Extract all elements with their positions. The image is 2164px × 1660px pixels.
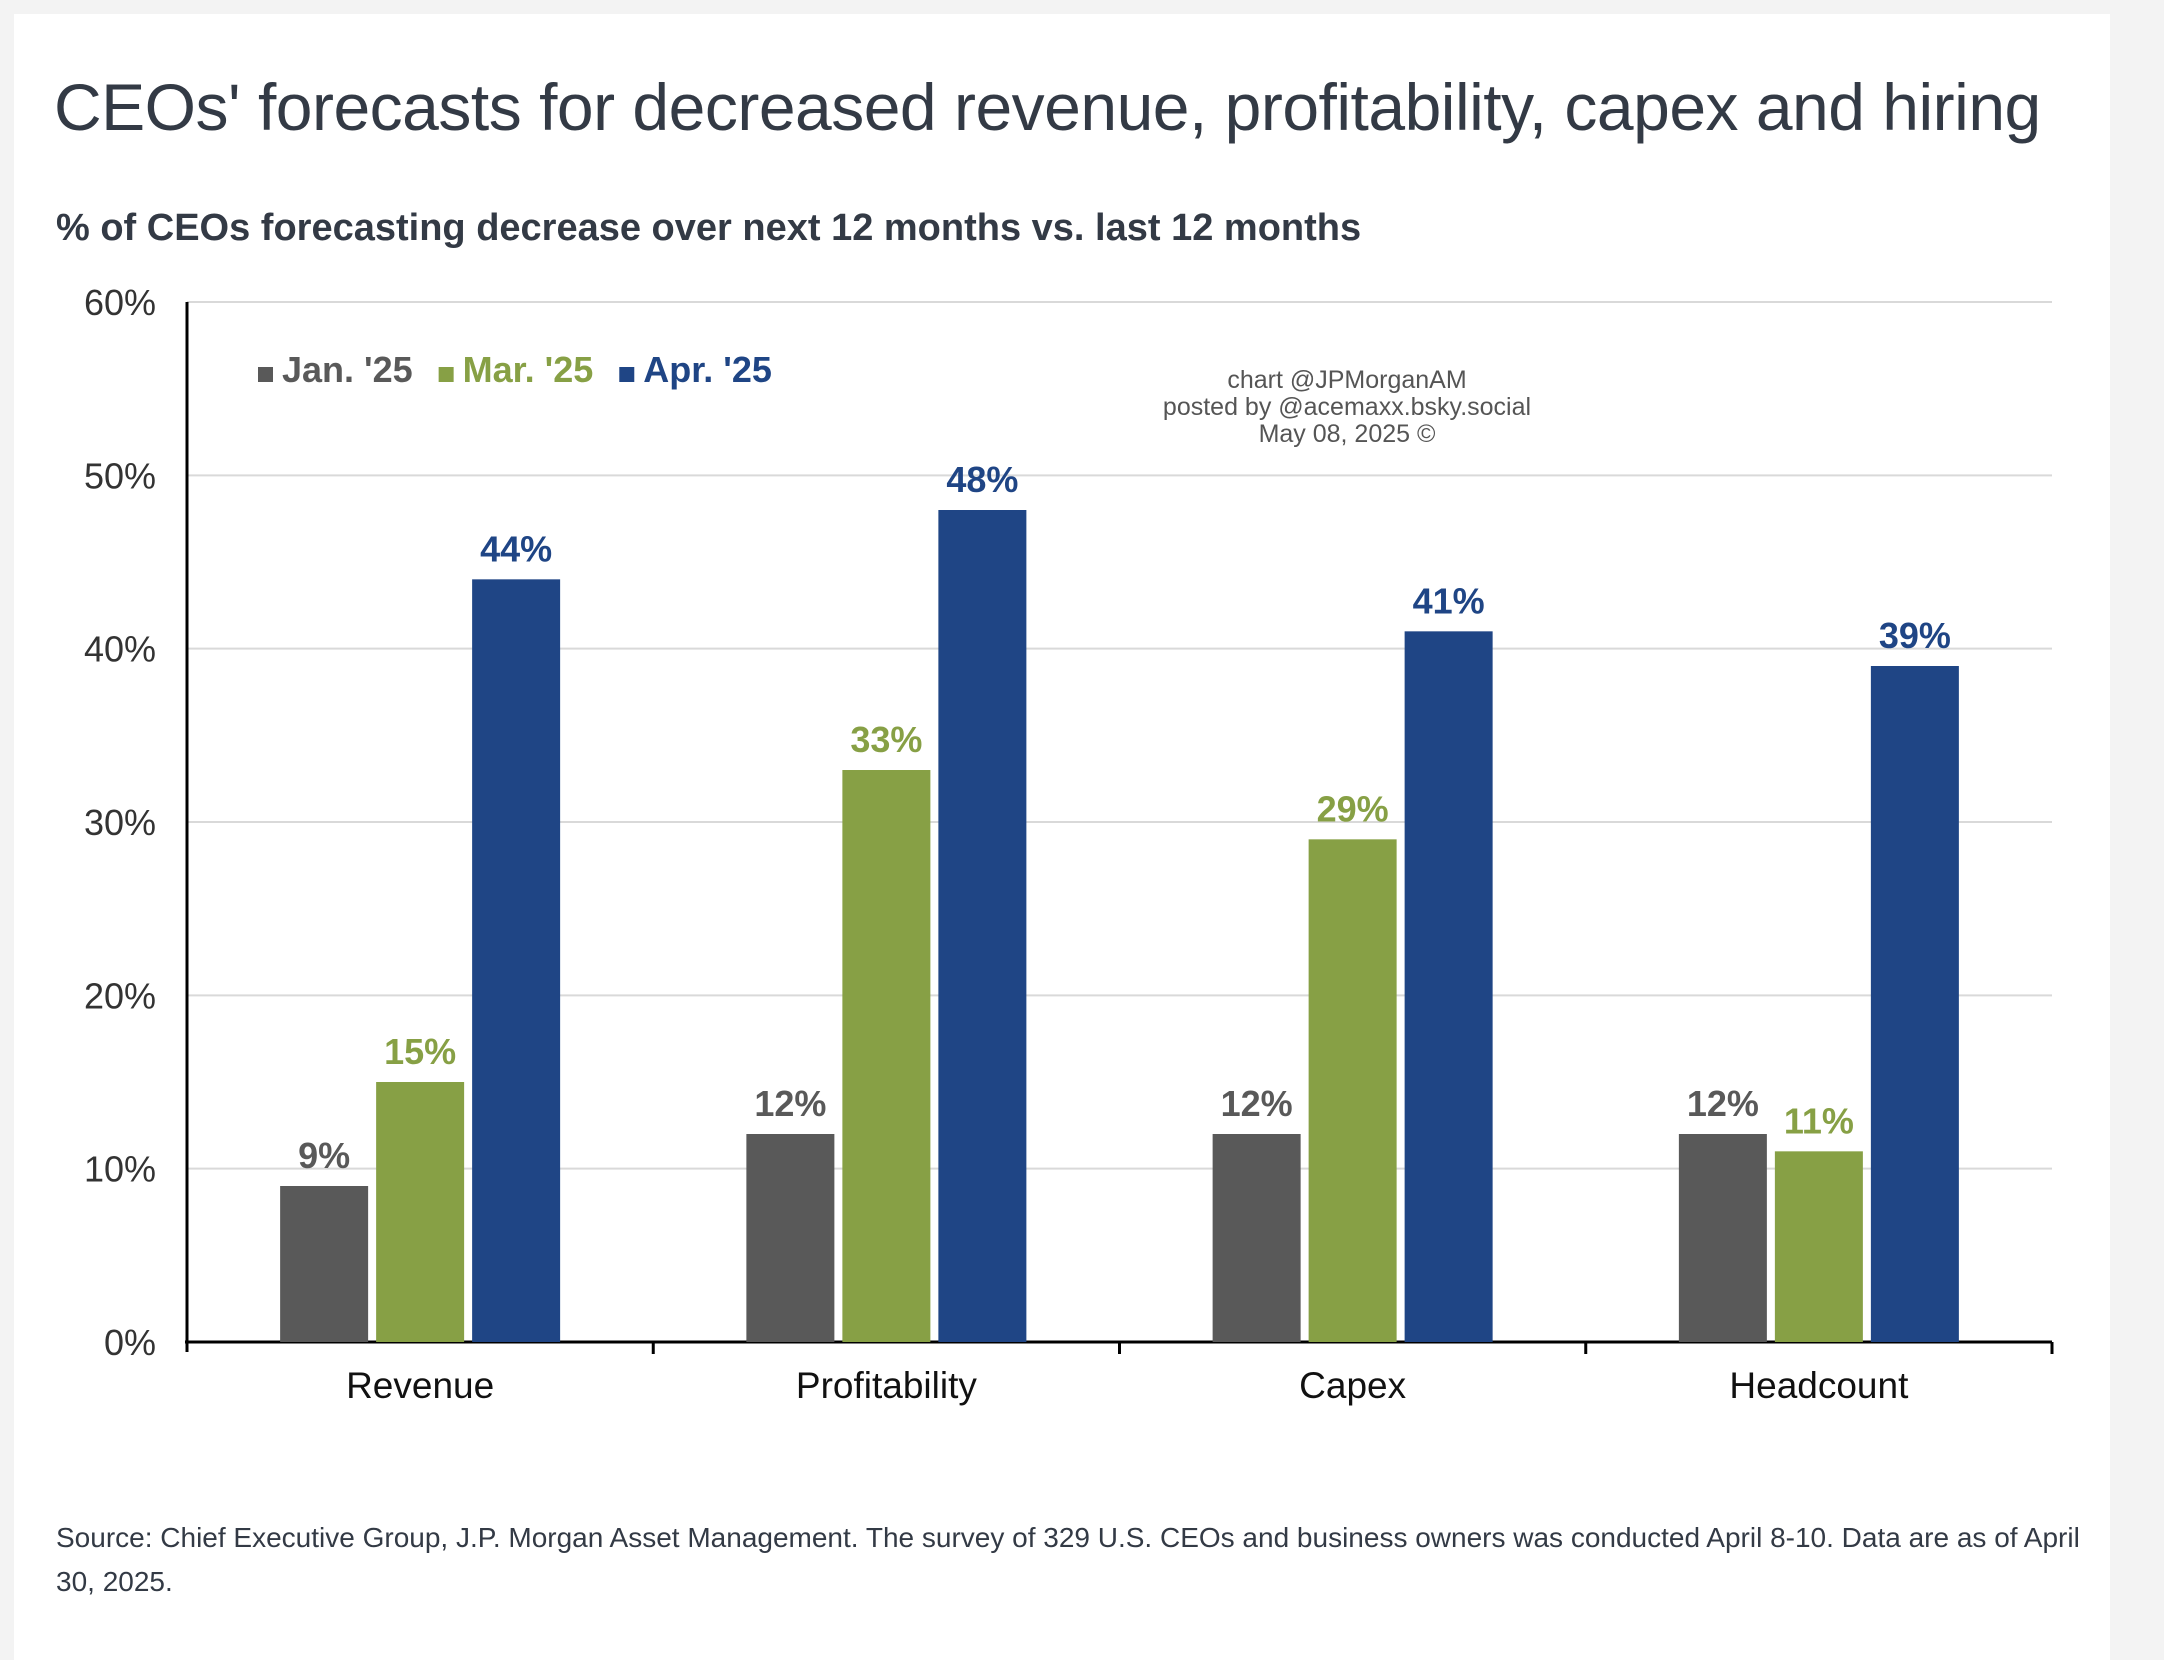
y-tick-label: 60% — [84, 282, 156, 323]
data-label: 48% — [946, 459, 1018, 500]
data-label: 9% — [298, 1135, 350, 1176]
data-label: 41% — [1413, 580, 1485, 621]
bar-jan — [1678, 1134, 1767, 1342]
data-label: 29% — [1317, 788, 1389, 829]
y-tick-label: 20% — [84, 975, 156, 1016]
watermark-text: chart @JPMorganAM — [1227, 366, 1466, 394]
data-label: 44% — [480, 528, 552, 569]
x-tick-label: Profitability — [796, 1365, 977, 1406]
data-label: 12% — [1687, 1083, 1759, 1124]
legend-swatch — [438, 367, 454, 382]
legend-label: Mar. '25 — [463, 349, 594, 390]
chart-subtitle: % of CEOs forecasting decrease over next… — [56, 207, 1362, 249]
bar-mar — [1308, 839, 1397, 1342]
x-tick-label: Headcount — [1729, 1365, 1909, 1406]
legend-swatch — [258, 367, 273, 382]
watermark-text: May 08, 2025 © — [1259, 420, 1436, 448]
y-tick-label: 50% — [84, 455, 156, 496]
source-note: Source: Chief Executive Group, J.P. Morg… — [56, 1522, 2080, 1597]
data-label: 15% — [384, 1031, 456, 1072]
y-tick-label: 30% — [84, 802, 156, 843]
bar-mar — [1774, 1151, 1863, 1342]
bar-jan — [280, 1186, 369, 1342]
x-tick-label: Revenue — [346, 1365, 494, 1406]
chart-card: CEOs' forecasts for decreased revenue, p… — [14, 14, 2110, 1660]
data-label: 12% — [754, 1083, 826, 1124]
legend-label: Apr. '25 — [643, 349, 772, 390]
watermark-text: posted by @acemaxx.bsky.social — [1163, 393, 1531, 421]
y-tick-label: 40% — [84, 629, 156, 670]
bar-jan — [746, 1134, 835, 1342]
bar-apr — [1404, 631, 1493, 1342]
bar-apr — [472, 579, 561, 1342]
legend-swatch — [619, 367, 635, 382]
chart-title: CEOs' forecasts for decreased revenue, p… — [54, 70, 2041, 144]
legend-label: Jan. '25 — [282, 349, 413, 390]
y-tick-label: 10% — [84, 1149, 156, 1190]
bar-mar — [842, 770, 931, 1342]
data-label: 11% — [1784, 1100, 1854, 1141]
data-label: 39% — [1879, 615, 1951, 656]
bar-apr — [938, 510, 1027, 1342]
y-tick-label: 0% — [104, 1322, 156, 1363]
bar-jan — [1212, 1134, 1301, 1342]
x-tick-label: Capex — [1299, 1365, 1406, 1406]
bar-mar — [376, 1082, 465, 1342]
data-label: 12% — [1221, 1083, 1293, 1124]
bar-apr — [1870, 666, 1959, 1342]
data-label: 33% — [850, 719, 922, 760]
